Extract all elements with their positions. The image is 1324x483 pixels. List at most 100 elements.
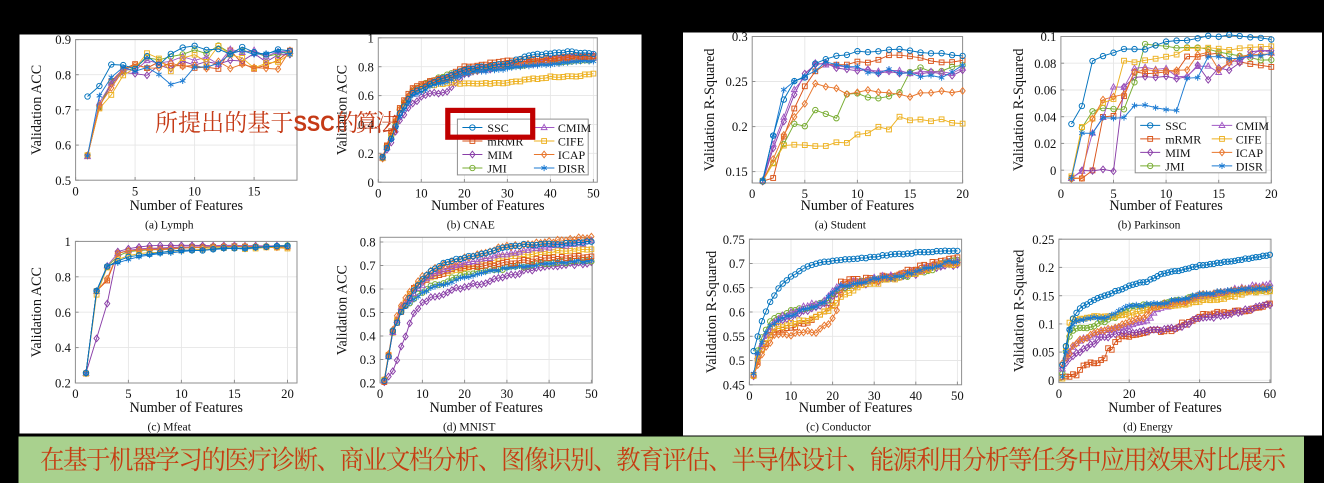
svg-text:0.15: 0.15 bbox=[1032, 289, 1054, 303]
svg-text:0.2: 0.2 bbox=[360, 377, 376, 391]
svg-text:0: 0 bbox=[72, 387, 78, 401]
svg-text:DISR: DISR bbox=[558, 162, 585, 176]
svg-text:0.4: 0.4 bbox=[360, 330, 377, 344]
svg-text:0: 0 bbox=[1056, 387, 1062, 401]
svg-text:0.6: 0.6 bbox=[729, 306, 745, 320]
svg-text:Validation ACC: Validation ACC bbox=[335, 265, 351, 355]
svg-text:Validation R-Squared: Validation R-Squared bbox=[1011, 49, 1027, 172]
svg-text:(c) Mfeat: (c) Mfeat bbox=[147, 421, 191, 434]
svg-text:0.55: 0.55 bbox=[723, 330, 745, 344]
svg-text:0: 0 bbox=[377, 387, 383, 401]
svg-text:0.45: 0.45 bbox=[723, 378, 745, 392]
svg-text:1: 1 bbox=[367, 31, 373, 45]
svg-text:0.9: 0.9 bbox=[55, 33, 71, 47]
svg-text:DISR: DISR bbox=[1236, 160, 1263, 174]
svg-text:mRMR: mRMR bbox=[1165, 133, 1201, 147]
svg-text:15: 15 bbox=[904, 187, 917, 201]
svg-text:MIM: MIM bbox=[1165, 146, 1191, 160]
svg-text:SSC: SSC bbox=[294, 111, 335, 136]
svg-text:40: 40 bbox=[909, 389, 922, 403]
svg-text:0: 0 bbox=[72, 184, 78, 198]
svg-text:0.6: 0.6 bbox=[360, 283, 376, 297]
svg-text:JMI: JMI bbox=[1165, 160, 1184, 174]
svg-text:0.1: 0.1 bbox=[1041, 30, 1057, 44]
svg-text:60: 60 bbox=[1264, 387, 1277, 401]
svg-text:0: 0 bbox=[749, 187, 755, 201]
svg-text:10: 10 bbox=[188, 184, 201, 198]
svg-text:0.8: 0.8 bbox=[55, 270, 71, 284]
svg-text:CIFE: CIFE bbox=[558, 135, 584, 149]
svg-text:50: 50 bbox=[585, 387, 598, 401]
svg-text:0.02: 0.02 bbox=[1034, 137, 1056, 151]
svg-text:Number of Features: Number of Features bbox=[799, 400, 913, 416]
svg-text:Number of Features: Number of Features bbox=[1108, 400, 1222, 416]
svg-text:0.15: 0.15 bbox=[725, 165, 747, 179]
svg-text:ICAP: ICAP bbox=[1236, 146, 1264, 160]
svg-text:0.6: 0.6 bbox=[358, 89, 374, 103]
svg-text:(b) Parkinson: (b) Parkinson bbox=[1118, 219, 1181, 232]
svg-text:0.7: 0.7 bbox=[55, 104, 71, 118]
svg-text:0.2: 0.2 bbox=[55, 377, 71, 391]
svg-text:Validation R-Squared: Validation R-Squared bbox=[702, 49, 718, 172]
svg-text:0.5: 0.5 bbox=[360, 306, 376, 320]
svg-text:MIM: MIM bbox=[487, 148, 513, 162]
svg-text:Number of Features: Number of Features bbox=[1109, 198, 1223, 214]
svg-text:10: 10 bbox=[1160, 187, 1173, 201]
svg-text:10: 10 bbox=[175, 387, 188, 401]
svg-text:Validation ACC: Validation ACC bbox=[29, 267, 45, 357]
svg-text:5: 5 bbox=[125, 387, 131, 401]
svg-text:0.8: 0.8 bbox=[55, 68, 71, 82]
svg-text:(a) Lymph: (a) Lymph bbox=[145, 219, 194, 232]
svg-text:0.2: 0.2 bbox=[1039, 261, 1055, 275]
svg-text:10: 10 bbox=[851, 187, 864, 201]
svg-text:0: 0 bbox=[1058, 187, 1064, 201]
svg-text:0.5: 0.5 bbox=[729, 354, 745, 368]
svg-text:30: 30 bbox=[501, 186, 514, 200]
svg-text:1: 1 bbox=[65, 235, 71, 249]
svg-text:CMIM: CMIM bbox=[558, 121, 592, 135]
svg-text:(d) Energy: (d) Energy bbox=[1123, 421, 1173, 434]
svg-text:15: 15 bbox=[248, 184, 261, 198]
svg-text:0.8: 0.8 bbox=[360, 236, 376, 250]
svg-text:0.65: 0.65 bbox=[723, 281, 745, 295]
svg-text:CIFE: CIFE bbox=[1236, 133, 1262, 147]
svg-text:0.1: 0.1 bbox=[1039, 318, 1055, 332]
svg-text:Number of Features: Number of Features bbox=[429, 400, 543, 416]
svg-text:10: 10 bbox=[785, 389, 798, 403]
svg-text:Validation ACC: Validation ACC bbox=[29, 65, 45, 155]
svg-text:Number of Features: Number of Features bbox=[129, 400, 243, 416]
svg-text:(d) MNIST: (d) MNIST bbox=[443, 421, 496, 434]
svg-text:30: 30 bbox=[501, 387, 514, 401]
svg-text:0.7: 0.7 bbox=[729, 257, 745, 271]
svg-text:0.04: 0.04 bbox=[1034, 110, 1057, 124]
svg-text:Number of Features: Number of Features bbox=[801, 198, 915, 214]
svg-text:SSC: SSC bbox=[487, 121, 508, 135]
svg-text:20: 20 bbox=[458, 186, 471, 200]
svg-text:15: 15 bbox=[1212, 187, 1225, 201]
svg-text:5: 5 bbox=[1110, 187, 1116, 201]
svg-text:20: 20 bbox=[1265, 187, 1278, 201]
svg-text:Validation R-Squared: Validation R-Squared bbox=[1012, 250, 1028, 373]
svg-text:0.06: 0.06 bbox=[1034, 84, 1056, 98]
svg-text:50: 50 bbox=[587, 186, 600, 200]
svg-text:20: 20 bbox=[826, 389, 839, 403]
svg-text:(b) CNAE: (b) CNAE bbox=[447, 219, 495, 232]
svg-text:0: 0 bbox=[1050, 164, 1056, 178]
svg-text:0.2: 0.2 bbox=[358, 147, 374, 161]
svg-text:40: 40 bbox=[544, 186, 557, 200]
svg-text:20: 20 bbox=[281, 387, 294, 401]
svg-text:JMI: JMI bbox=[487, 162, 506, 176]
svg-text:0: 0 bbox=[367, 176, 373, 190]
svg-text:Validation ACC: Validation ACC bbox=[335, 65, 351, 155]
svg-text:0.25: 0.25 bbox=[1032, 233, 1054, 247]
svg-text:20: 20 bbox=[956, 187, 969, 201]
svg-text:20: 20 bbox=[1123, 387, 1136, 401]
svg-text:Validation R-Squared: Validation R-Squared bbox=[704, 251, 720, 374]
svg-text:0.4: 0.4 bbox=[55, 341, 72, 355]
svg-text:0: 0 bbox=[746, 389, 752, 403]
svg-text:30: 30 bbox=[868, 389, 881, 403]
svg-text:0: 0 bbox=[375, 186, 381, 200]
svg-text:0.05: 0.05 bbox=[1032, 346, 1054, 360]
svg-text:20: 20 bbox=[458, 387, 471, 401]
svg-text:(a) Student: (a) Student bbox=[815, 219, 867, 232]
